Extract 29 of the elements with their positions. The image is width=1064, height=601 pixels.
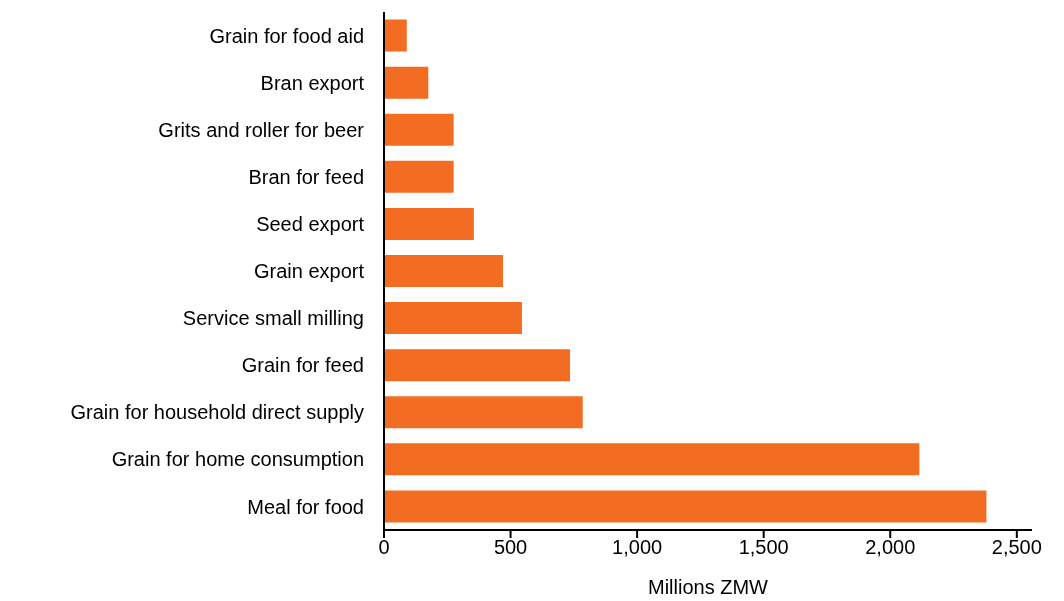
y-tick-label: Bran for feed xyxy=(248,165,364,188)
y-tick-label: Grain export xyxy=(253,260,365,283)
y-tick-label: Service small milling xyxy=(182,307,364,330)
bar xyxy=(384,207,474,240)
x-tick-label: 0 xyxy=(378,536,390,559)
bar xyxy=(384,113,454,146)
y-tick-label: Meal for food xyxy=(247,495,364,518)
x-tick-label: 1,500 xyxy=(738,536,789,559)
x-tick-label: 2,000 xyxy=(865,536,916,559)
y-tick-label: Grain for household direct supply xyxy=(70,401,364,424)
x-tick-label: 2,500 xyxy=(991,536,1042,559)
bar xyxy=(384,443,920,476)
bar xyxy=(384,254,503,287)
bar xyxy=(384,160,454,193)
bar xyxy=(384,490,987,523)
y-tick-label: Grain for home consumption xyxy=(111,448,364,471)
x-tick-label: 500 xyxy=(493,536,528,559)
y-tick-label: Bran export xyxy=(260,71,365,94)
y-tick-label: Grits and roller for beer xyxy=(158,118,365,141)
bar xyxy=(384,396,583,429)
y-tick-label: Grain for food aid xyxy=(209,24,364,47)
bar xyxy=(384,349,571,382)
x-tick-label: 1,000 xyxy=(612,536,663,559)
x-axis-title: Millions ZMW xyxy=(648,576,769,598)
bar xyxy=(384,302,522,335)
y-tick-label: Grain for feed xyxy=(241,354,364,377)
bar xyxy=(384,19,407,52)
y-tick-label: Seed export xyxy=(256,213,365,236)
bar xyxy=(384,66,429,99)
